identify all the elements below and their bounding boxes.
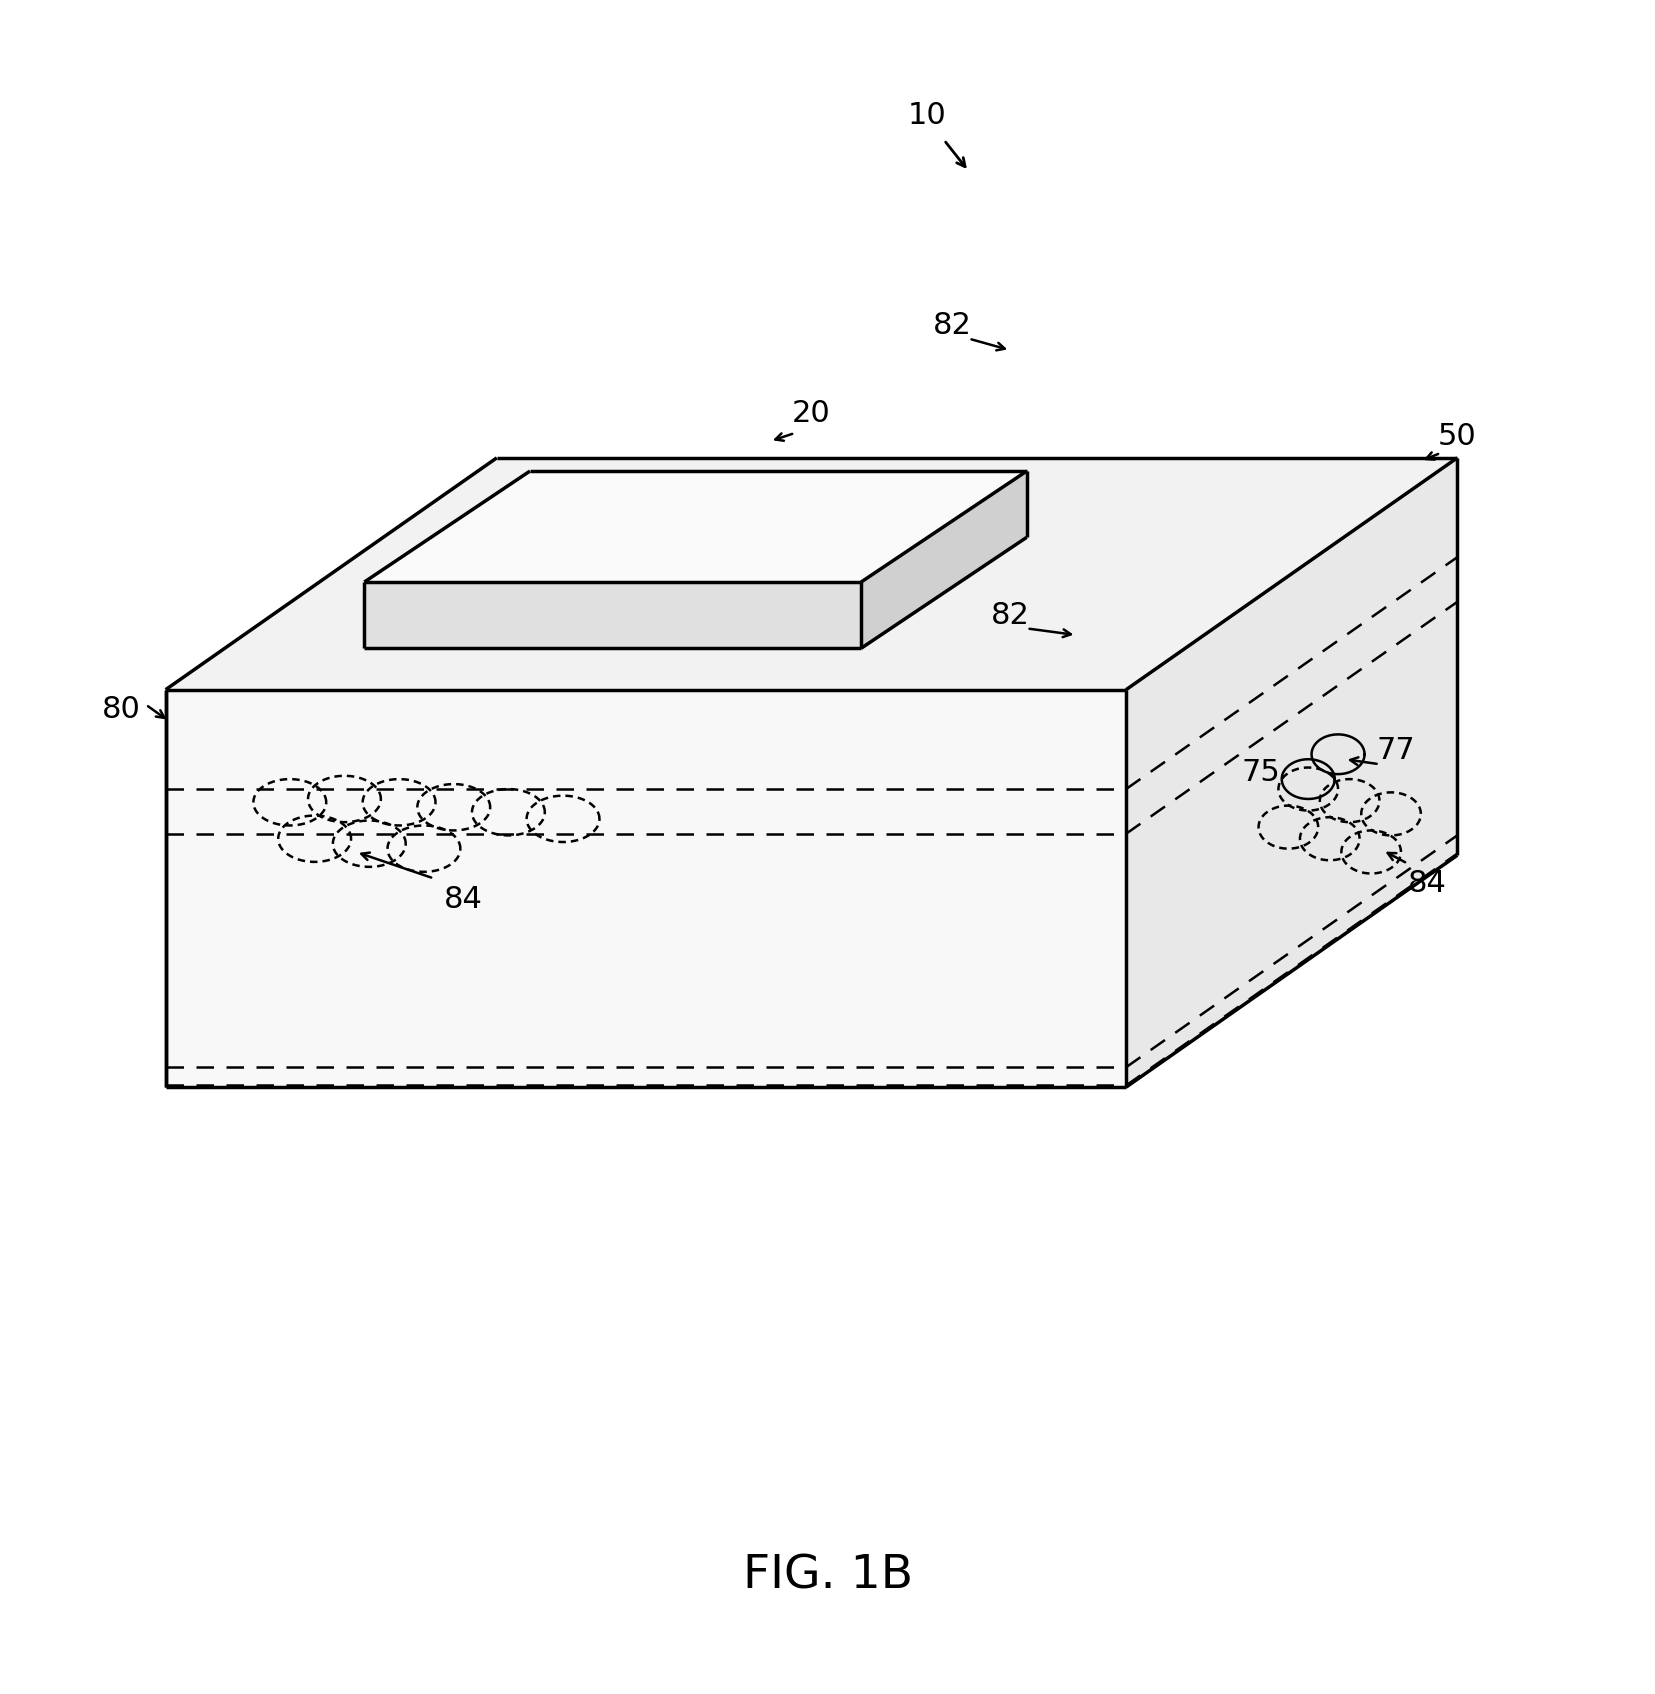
Text: 82: 82 (932, 312, 971, 340)
Polygon shape (364, 471, 1026, 583)
Text: 75: 75 (1241, 757, 1279, 788)
Polygon shape (166, 689, 1125, 1088)
Text: 10: 10 (907, 100, 947, 129)
Polygon shape (166, 457, 1456, 689)
Polygon shape (1125, 457, 1456, 1088)
Text: 82: 82 (990, 601, 1029, 630)
Polygon shape (861, 471, 1026, 649)
Text: 77: 77 (1375, 737, 1415, 766)
Text: 20: 20 (791, 398, 831, 427)
Text: 80: 80 (101, 695, 141, 723)
Text: 84: 84 (1407, 869, 1446, 898)
Text: 84: 84 (444, 886, 483, 915)
Text: 50: 50 (1437, 422, 1476, 451)
Polygon shape (364, 583, 861, 649)
Text: FIG. 1B: FIG. 1B (743, 1553, 912, 1597)
